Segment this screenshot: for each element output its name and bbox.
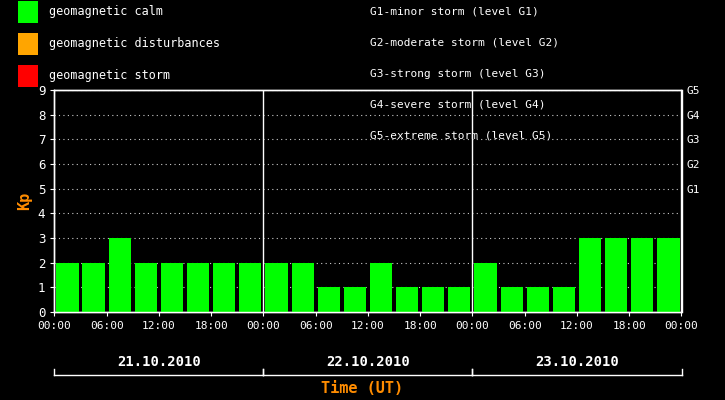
Bar <box>57 263 78 312</box>
Bar <box>344 287 366 312</box>
Bar <box>631 238 653 312</box>
Text: G1-minor storm (level G1): G1-minor storm (level G1) <box>370 7 539 17</box>
Text: Time (UT): Time (UT) <box>321 381 404 396</box>
Bar <box>370 263 392 312</box>
Bar <box>161 263 183 312</box>
Text: G2-moderate storm (level G2): G2-moderate storm (level G2) <box>370 38 559 48</box>
Bar <box>213 263 236 312</box>
Text: geomagnetic calm: geomagnetic calm <box>49 6 163 18</box>
Bar <box>474 263 497 312</box>
Bar <box>265 263 288 312</box>
Bar <box>187 263 210 312</box>
Bar <box>109 238 130 312</box>
Bar <box>135 263 157 312</box>
Bar <box>552 287 575 312</box>
Bar <box>448 287 471 312</box>
Bar <box>291 263 314 312</box>
Bar <box>318 287 340 312</box>
Bar <box>658 238 679 312</box>
Bar <box>83 263 104 312</box>
Bar <box>500 287 523 312</box>
Text: 22.10.2010: 22.10.2010 <box>326 355 410 369</box>
Bar <box>422 287 444 312</box>
Text: 23.10.2010: 23.10.2010 <box>535 355 619 369</box>
Text: G4-severe storm (level G4): G4-severe storm (level G4) <box>370 99 545 109</box>
Bar <box>526 287 549 312</box>
Text: geomagnetic disturbances: geomagnetic disturbances <box>49 38 220 50</box>
Bar <box>396 287 418 312</box>
Y-axis label: Kp: Kp <box>17 192 33 210</box>
Bar <box>579 238 601 312</box>
Text: geomagnetic storm: geomagnetic storm <box>49 70 170 82</box>
Text: G3-strong storm (level G3): G3-strong storm (level G3) <box>370 69 545 78</box>
Text: 21.10.2010: 21.10.2010 <box>117 355 201 369</box>
Bar <box>605 238 627 312</box>
Bar <box>239 263 262 312</box>
Text: G5-extreme storm (level G5): G5-extreme storm (level G5) <box>370 130 552 140</box>
